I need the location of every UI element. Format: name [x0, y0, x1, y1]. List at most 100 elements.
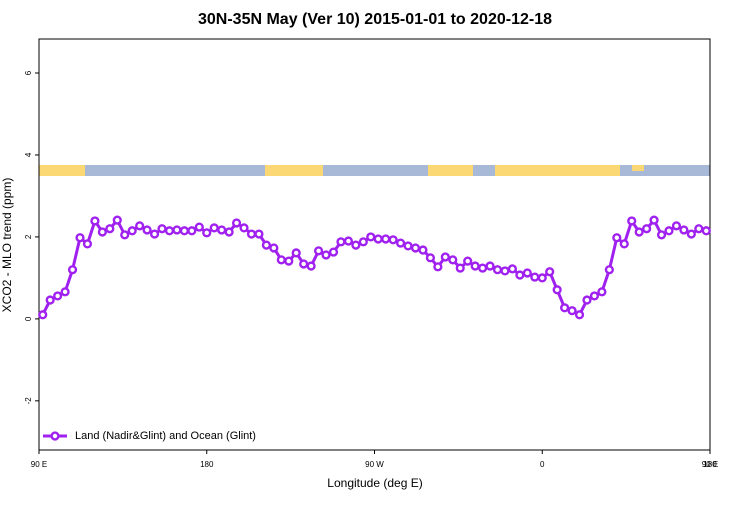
y-tick-label: -2: [24, 397, 33, 405]
data-point: [403, 241, 413, 251]
data-point: [604, 265, 614, 275]
y-tick-label: 6: [24, 70, 33, 75]
legend-marker: [50, 431, 60, 441]
data-point: [582, 295, 592, 305]
data-point: [142, 225, 152, 235]
data-point: [634, 227, 644, 237]
data-point: [105, 224, 115, 234]
data-point: [67, 265, 78, 275]
y-tick-label: 2: [24, 234, 33, 239]
data-point: [291, 248, 301, 258]
data-point: [366, 232, 376, 242]
data-point: [82, 239, 93, 249]
data-point: [120, 230, 130, 240]
data-point: [261, 240, 271, 250]
data-point: [231, 218, 242, 228]
data-point: [478, 263, 488, 273]
data-point: [284, 256, 294, 266]
data-point: [358, 237, 368, 247]
data-point: [246, 229, 257, 239]
data-point: [388, 235, 398, 245]
data-point: [299, 259, 309, 269]
data-point: [306, 261, 316, 271]
land-strip: [265, 165, 323, 176]
x-tick-label: 0: [540, 460, 545, 469]
data-point: [500, 266, 510, 276]
data-point: [485, 261, 495, 271]
data-point: [343, 236, 354, 246]
data-point: [574, 310, 585, 320]
data-point: [619, 239, 629, 249]
data-point: [470, 261, 480, 271]
data-point: [254, 229, 264, 239]
data-point: [522, 268, 532, 278]
plot-frame: [38, 38, 711, 451]
data-point: [530, 272, 540, 282]
data-point: [656, 230, 667, 240]
data-point: [97, 227, 107, 237]
data-point: [179, 226, 189, 236]
data-point: [560, 303, 570, 313]
data-point: [589, 291, 600, 301]
data-point: [328, 247, 339, 257]
data-point: [336, 237, 346, 247]
data-point: [90, 216, 100, 226]
x-tick-label: 180: [200, 460, 214, 469]
data-point: [321, 250, 331, 260]
data-point: [463, 256, 473, 266]
legend-label: Land (Nadir&Glint) and Ocean (Glint): [75, 430, 256, 442]
data-point: [373, 234, 383, 244]
data-point: [433, 262, 443, 272]
data-point: [149, 229, 160, 239]
y-axis-label: XCO2 - MLO trend (ppm): [0, 178, 14, 313]
data-point: [135, 221, 145, 231]
data-point: [194, 222, 204, 232]
data-point: [671, 221, 682, 231]
data-point: [60, 287, 70, 297]
data-point: [224, 227, 234, 237]
data-point: [679, 225, 689, 235]
x-tick-label: 180: [703, 460, 717, 469]
data-point: [425, 253, 436, 263]
data-point: [492, 265, 503, 275]
data-point: [157, 224, 167, 234]
data-point: [515, 270, 525, 280]
data-point: [112, 215, 122, 225]
data-point: [664, 226, 674, 236]
data-point: [187, 226, 197, 236]
data-point: [545, 267, 555, 277]
data-point: [448, 255, 458, 265]
land-strip: [39, 165, 85, 176]
chart-title: 30N-35N May (Ver 10) 2015-01-01 to 2020-…: [198, 11, 552, 28]
data-point: [164, 226, 175, 236]
data-point: [269, 243, 279, 253]
data-point: [627, 216, 637, 226]
data-point: [686, 229, 696, 239]
data-point: [694, 224, 704, 234]
data-point: [127, 226, 137, 236]
data-point: [597, 287, 607, 297]
data-point: [209, 223, 219, 233]
y-tick-label: 4: [24, 152, 33, 157]
x-tick-label: 90 W: [365, 460, 384, 469]
data-point: [313, 246, 324, 256]
data-point: [45, 295, 55, 305]
land-mask: [39, 165, 710, 176]
land-strip: [632, 165, 644, 171]
data-point: [552, 285, 562, 295]
land-strip: [495, 165, 620, 176]
data-point: [202, 228, 212, 238]
x-axis-label: Longitude (deg E): [327, 476, 422, 490]
data-point: [612, 233, 622, 243]
data-point: [440, 252, 450, 262]
data-point: [567, 306, 577, 316]
data-point: [38, 310, 48, 320]
x-tick-label: 90 E: [31, 460, 47, 469]
data-point: [217, 225, 227, 235]
data-point: [276, 255, 286, 265]
data-point: [537, 273, 547, 283]
data-point: [351, 240, 361, 250]
land-strip: [428, 165, 473, 176]
data-point: [418, 245, 428, 255]
